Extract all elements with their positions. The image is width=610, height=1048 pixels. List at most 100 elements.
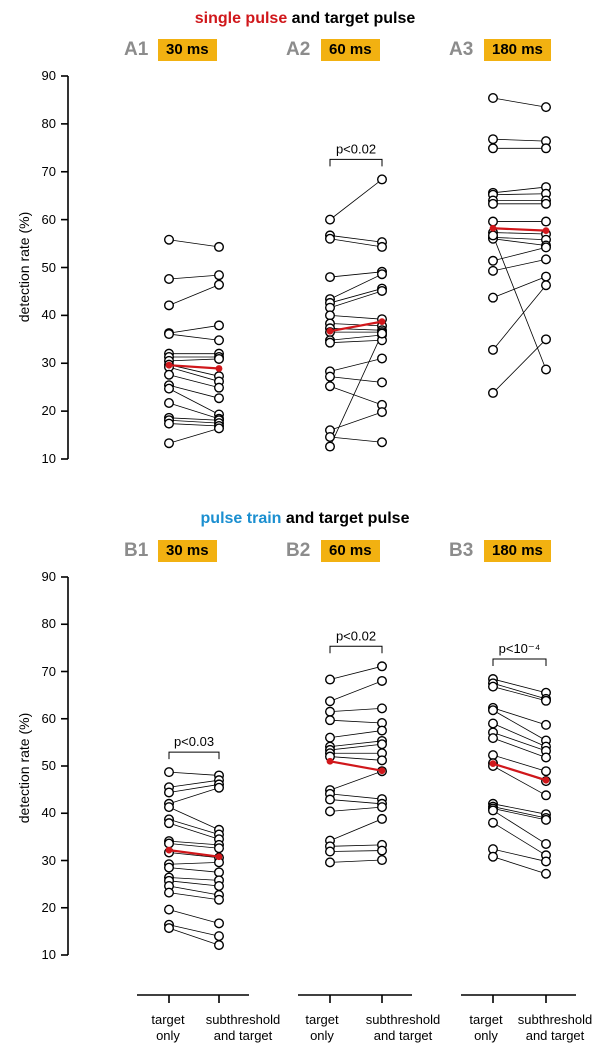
pair-line [492, 732, 547, 752]
data-point-subthreshold [541, 719, 552, 730]
data-point-target-only [325, 794, 336, 805]
data-point-target-only [163, 438, 174, 449]
y-tick-label: 20 [41, 899, 56, 915]
y-tick-label: 50 [41, 259, 56, 275]
pair-line [168, 333, 220, 341]
y-tick-label: 10 [41, 451, 56, 466]
data-point-subthreshold [213, 335, 224, 346]
data-point-target-only [163, 787, 174, 798]
data-point-target-only [325, 431, 336, 442]
data-point-target-only [325, 732, 336, 743]
x-label-target-only-3: target only [441, 1012, 531, 1044]
data-point-subthreshold [377, 675, 388, 686]
mean-point [378, 318, 386, 325]
data-point-target-only [488, 805, 499, 816]
x-label-line: and target [525, 1028, 585, 1043]
data-point-subthreshold [377, 174, 388, 185]
data-point-subthreshold [213, 918, 224, 929]
pair-line [492, 765, 547, 796]
mean-line [168, 364, 220, 370]
data-point-target-only [325, 233, 336, 244]
significance-bracket [329, 158, 383, 167]
pair-line [492, 235, 547, 370]
data-point-target-only [163, 862, 174, 873]
y-tick-label: 50 [41, 758, 56, 773]
x-label-subthreshold-3: subthreshold and target [503, 1012, 607, 1044]
data-point-subthreshold [213, 782, 224, 793]
data-point-target-only [488, 681, 499, 692]
data-point-subthreshold [541, 271, 552, 282]
mean-point [215, 853, 223, 861]
data-point-target-only [488, 198, 499, 209]
data-point-target-only [488, 265, 499, 276]
significance-label: p<10⁻⁴ [499, 641, 541, 656]
data-point-subthreshold [377, 725, 388, 736]
data-point-subthreshold [541, 216, 552, 227]
panel-label-b3: B3 [449, 540, 474, 561]
pair-line [168, 779, 220, 788]
mean-point [489, 224, 497, 232]
pair-line [168, 924, 220, 937]
data-point-subthreshold [213, 940, 224, 951]
data-point-subthreshold [541, 838, 552, 849]
y-tick-label: 70 [41, 663, 56, 679]
pair-line [492, 339, 547, 394]
panel-label-a2: A2 [286, 39, 311, 60]
pair-line [329, 806, 383, 812]
y-tick-label: 30 [41, 852, 56, 868]
y-tick-label: 30 [41, 355, 56, 371]
pair-line [492, 803, 547, 815]
mean-point [542, 227, 550, 235]
pair-line [168, 239, 220, 248]
pair-line [168, 885, 220, 896]
pair-line [492, 276, 547, 299]
data-point-subthreshold [541, 143, 552, 154]
pair-line [329, 323, 383, 327]
data-point-target-only [488, 344, 499, 355]
pair-line [329, 238, 383, 248]
pair-line [492, 138, 547, 142]
data-point-target-only [163, 923, 174, 934]
pair-line [492, 247, 547, 262]
data-point-target-only [325, 846, 336, 857]
x-label-line: target [151, 1012, 185, 1027]
x-label-line: target [305, 1012, 339, 1027]
x-label-target-only-2: target only [277, 1012, 367, 1044]
data-point-subthreshold [377, 755, 388, 766]
data-point-subthreshold [377, 353, 388, 364]
data-point-target-only [488, 718, 499, 729]
data-point-target-only [488, 387, 499, 398]
pair-line [168, 366, 220, 382]
panel-badge-b1: 30 ms [158, 540, 217, 562]
data-point-target-only [163, 234, 174, 245]
data-point-target-only [488, 750, 499, 761]
data-point-subthreshold [541, 752, 552, 763]
x-label-subthreshold-2: subthreshold and target [348, 1012, 458, 1044]
pair-line [329, 288, 383, 304]
y-tick-label: 40 [41, 307, 56, 323]
pair-line [329, 376, 383, 383]
pair-line [329, 719, 383, 724]
data-point-subthreshold [377, 377, 388, 388]
data-point-subthreshold [541, 814, 552, 825]
data-point-subthreshold [377, 845, 388, 856]
y-tick-label: 90 [41, 68, 56, 83]
chart-title-b: pulse train and target pulse [0, 510, 610, 528]
x-label-line: only [310, 1028, 334, 1043]
pair-line [329, 290, 383, 309]
y-tick-label: 80 [41, 616, 56, 632]
data-point-target-only [325, 441, 336, 452]
data-point-target-only [163, 273, 174, 284]
panel-badge-a2: 60 ms [321, 39, 380, 61]
panel-badge-a1: 30 ms [158, 39, 217, 61]
mean-point [215, 365, 223, 372]
pair-line [329, 844, 383, 847]
pair-line [329, 385, 383, 406]
panel-badge-b3: 180 ms [484, 540, 551, 562]
pair-line [329, 358, 383, 372]
pair-line [329, 333, 383, 447]
x-label-line: only [474, 1028, 498, 1043]
pair-line [492, 709, 547, 741]
panel-label-a3: A3 [449, 39, 474, 60]
mean-point [542, 776, 550, 784]
